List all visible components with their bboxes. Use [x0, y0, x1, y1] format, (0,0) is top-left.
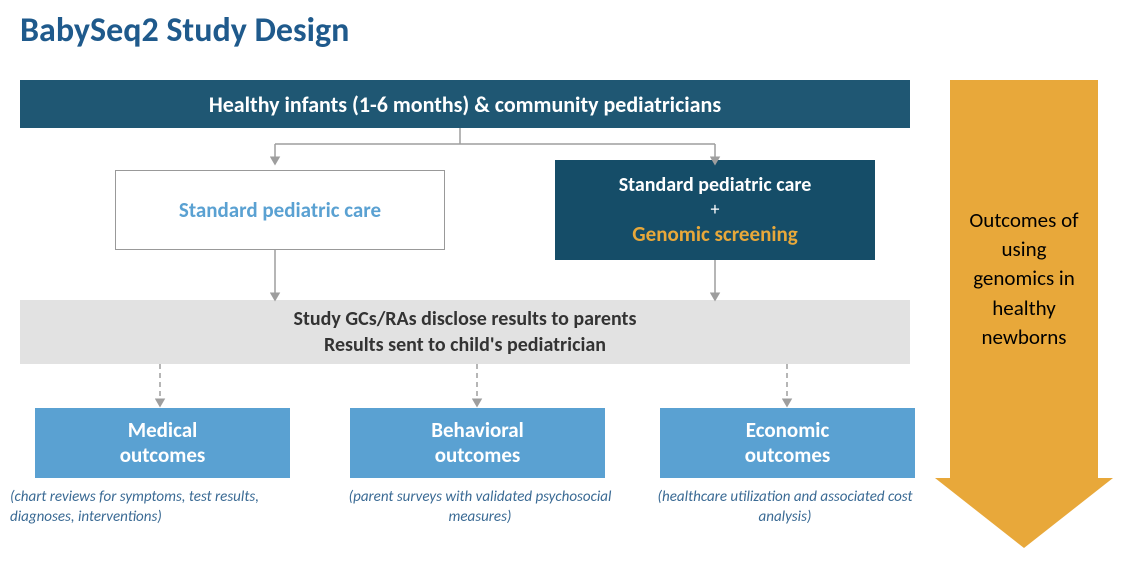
disclosure-box: Study GCs/RAs disclose results to parent… — [20, 300, 910, 364]
outcomes-arrow-text: Outcomes of using genomics in healthy ne… — [960, 206, 1088, 353]
genomic-screening-label: Genomic screening — [632, 221, 797, 248]
plus-sign: + — [711, 198, 720, 221]
disclosure-line1: Study GCs/RAs disclose results to parent… — [294, 306, 637, 332]
arm-intervention-box: Standard pediatric care + Genomic screen… — [555, 160, 875, 260]
outcome-behavioral-box: Behavioraloutcomes — [350, 408, 605, 478]
outcome-behavioral-label: Behavioraloutcomes — [431, 418, 524, 468]
outcomes-arrow-head — [935, 478, 1113, 548]
outcome-economic-box: Economicoutcomes — [660, 408, 915, 478]
outcome-economic-label: Economicoutcomes — [745, 418, 831, 468]
caption-medical: (chart reviews for symptoms, test result… — [10, 488, 310, 527]
outcomes-arrow-shaft: Outcomes of using genomics in healthy ne… — [950, 80, 1098, 478]
arm-control-box: Standard pediatric care — [115, 170, 445, 250]
population-box: Healthy infants (1-6 months) & community… — [20, 80, 910, 128]
outcomes-arrow: Outcomes of using genomics in healthy ne… — [935, 80, 1113, 558]
arm-control-label: Standard pediatric care — [179, 197, 381, 223]
page-title: BabySeq2 Study Design — [20, 10, 349, 51]
caption-behavioral: (parent surveys with validated psychosoc… — [335, 488, 625, 527]
disclosure-line2: Results sent to child's pediatrician — [324, 332, 606, 358]
arm-intervention-line1: Standard pediatric care — [619, 172, 812, 198]
caption-economic: (healthcare utilization and associated c… — [640, 488, 930, 527]
outcome-medical-box: Medicaloutcomes — [35, 408, 290, 478]
outcome-medical-label: Medicaloutcomes — [120, 418, 206, 468]
